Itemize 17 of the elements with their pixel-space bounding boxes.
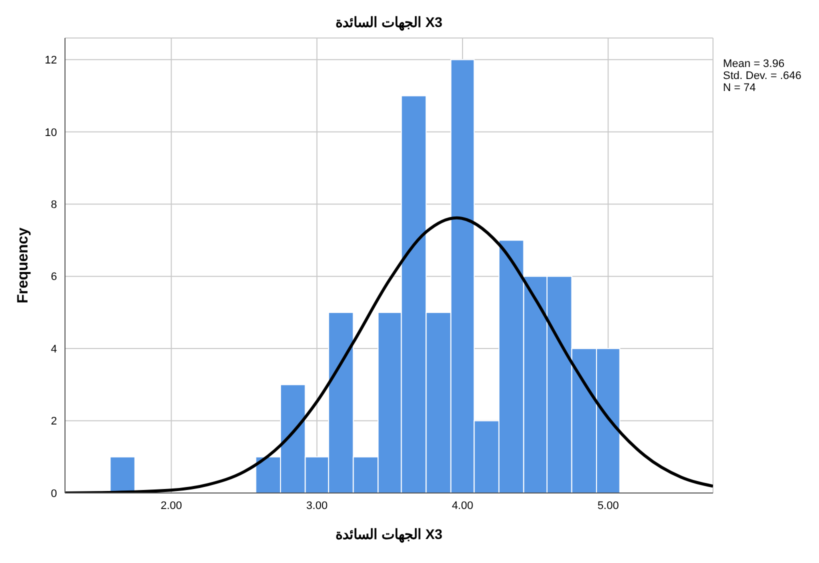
y-tick-label: 2 [50, 416, 57, 428]
y-axis-title: Frequency [14, 226, 32, 304]
y-tick-label: 12 [44, 54, 57, 67]
y-tick-label: 8 [50, 199, 57, 212]
x-tick-label: 5.00 [597, 500, 619, 512]
text: N = 74 [723, 82, 757, 94]
x-tick-label: 2.00 [160, 500, 182, 512]
y-tick-label: 0 [50, 488, 57, 500]
text: Std. Dev. = .646 [723, 70, 802, 82]
y-tick-label: 4 [50, 343, 57, 356]
x-tick-label: 4.00 [452, 500, 474, 512]
chart-title: الجهات السائدة X3 [334, 14, 444, 30]
text: Mean = 3.96 [723, 58, 786, 70]
x-tick-label: 3.00 [306, 500, 328, 512]
y-tick-label: 10 [44, 126, 57, 139]
x-axis-title: الجهات السائدة X3 [336, 526, 443, 543]
y-tick-label: 6 [50, 271, 57, 284]
